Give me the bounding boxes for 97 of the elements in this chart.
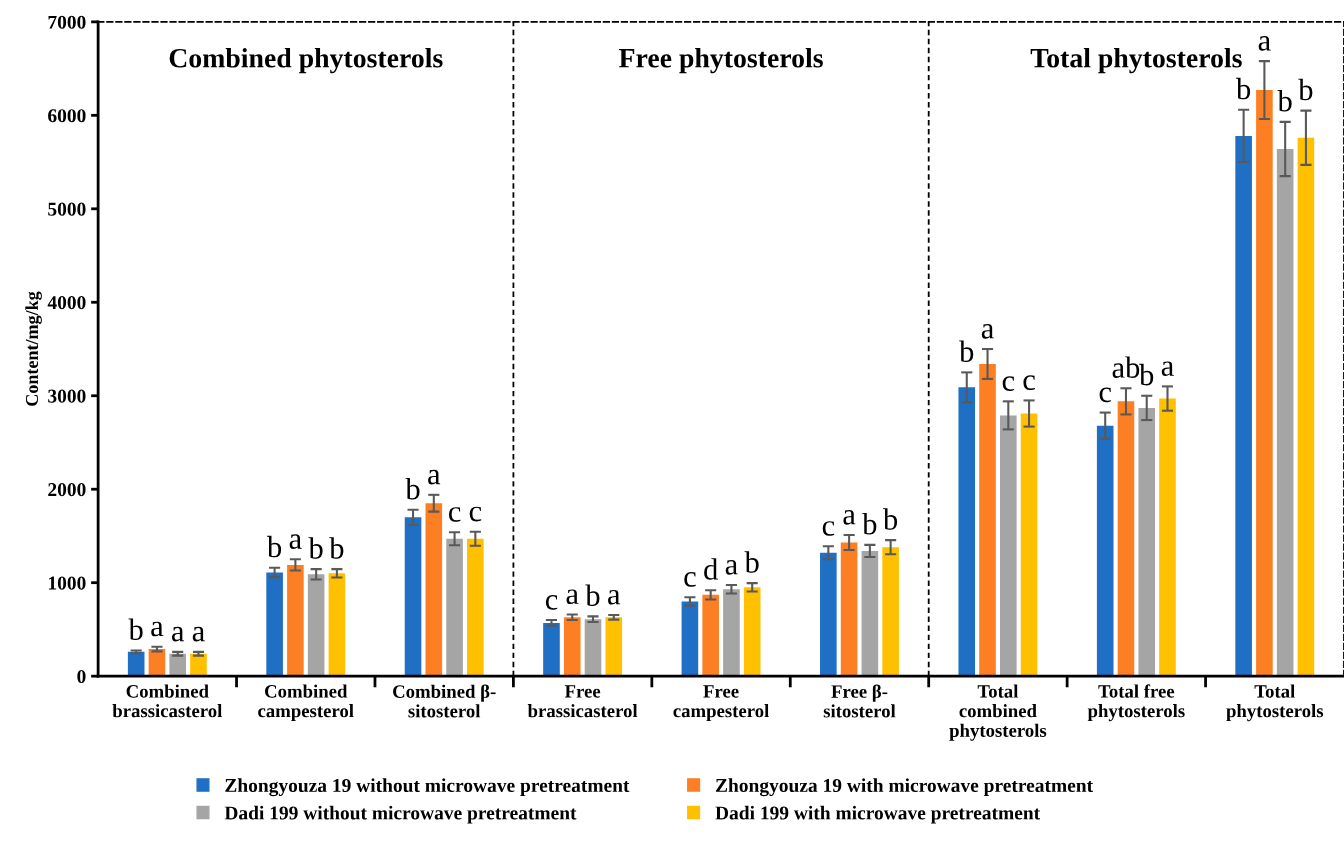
data-label: b <box>128 618 143 641</box>
bar <box>1096 425 1114 677</box>
data-label: a <box>151 621 164 637</box>
data-label: a <box>428 469 441 485</box>
data-label: c <box>1002 376 1015 391</box>
data-label: a <box>192 626 205 642</box>
x-tick-label: Total free phytosterols <box>1087 684 1185 722</box>
legend-label: Dadi 199 without microwave pretreatment <box>224 805 577 824</box>
legend-label: Zhongyouza 19 with microwave pretreatment <box>715 778 1094 797</box>
bar <box>979 363 996 677</box>
bar <box>328 573 346 677</box>
data-label: c <box>545 595 558 610</box>
bar <box>1297 137 1315 677</box>
y-tick-label: 1000 <box>48 576 86 590</box>
bar <box>681 601 699 677</box>
y-tick-label: 0 <box>77 669 86 684</box>
bar <box>1276 148 1294 677</box>
x-tick-label: Free β- sitosterol <box>823 684 896 718</box>
data-label: b <box>1298 78 1313 101</box>
bar <box>425 503 443 677</box>
x-tick-label: Total phytosterols <box>1226 684 1324 722</box>
bar <box>563 617 581 677</box>
y-tick-label: 6000 <box>48 109 86 123</box>
bar <box>169 653 187 677</box>
y-axis-title: Content/mg/kg <box>25 291 42 406</box>
data-label: c <box>1099 387 1112 403</box>
data-label: b <box>266 535 282 558</box>
data-label: b <box>1277 90 1292 112</box>
bar <box>467 538 484 677</box>
data-label: c <box>469 506 482 522</box>
bar <box>1117 401 1135 677</box>
y-tick-label: 5000 <box>48 202 86 216</box>
bar <box>1020 413 1038 677</box>
bar <box>287 564 304 677</box>
data-label: d <box>704 558 718 580</box>
x-tick-label: Free campesterol <box>673 685 769 722</box>
bar <box>605 617 623 677</box>
bar <box>1159 398 1176 677</box>
data-label: c <box>1023 375 1035 391</box>
data-label: b <box>585 584 600 606</box>
data-label: b <box>1236 77 1251 100</box>
bar <box>882 547 899 677</box>
bar <box>743 587 761 677</box>
y-tick-label: 2000 <box>48 483 86 497</box>
data-label: a <box>172 626 185 642</box>
data-label: a <box>289 534 302 549</box>
bar <box>307 574 325 677</box>
legend-label: Zhongyouza 19 without microwave pretreatment <box>225 778 630 797</box>
bar <box>958 387 976 677</box>
data-label: b <box>405 477 420 500</box>
bar <box>1235 135 1252 677</box>
annotation: Free phytosterols <box>619 48 823 74</box>
data-label: c <box>822 521 835 536</box>
data-label: a <box>566 589 579 605</box>
data-label: a <box>725 560 738 575</box>
data-label: c <box>448 507 461 522</box>
legend-label: Dadi 199 with microwave pretreatment <box>715 805 1041 824</box>
x-tick-label: Free brassicasterol <box>527 685 638 718</box>
bar <box>446 538 463 677</box>
bar <box>1138 407 1156 677</box>
x-tick-label: Combined campesterol <box>258 684 354 722</box>
data-label: a <box>608 589 621 605</box>
annotation: Total phytosterols <box>1030 48 1242 74</box>
y-tick-label: 3000 <box>48 389 86 403</box>
y-tick-label: 4000 <box>47 296 86 310</box>
data-label: a <box>1258 36 1271 51</box>
data-label: b <box>883 508 898 530</box>
bar <box>840 542 858 677</box>
data-label: ab <box>1112 356 1140 378</box>
bar <box>1256 90 1273 677</box>
bar <box>723 589 740 677</box>
bar <box>190 653 207 677</box>
data-label: b <box>744 551 759 573</box>
x-tick-label: Total combined phytosterols <box>949 684 1047 741</box>
data-label: a <box>981 324 994 339</box>
x-tick-label: Combined brassicasterol <box>112 684 223 718</box>
data-label: c <box>684 572 696 587</box>
x-tick-label: Combined β- sitosterol <box>393 684 496 718</box>
annotation: Combined phytosterols <box>169 48 443 74</box>
bar <box>702 594 719 677</box>
data-label: b <box>329 537 344 559</box>
bar <box>148 649 166 677</box>
bar <box>266 572 283 677</box>
data-label: b <box>308 537 323 559</box>
bar <box>543 622 560 677</box>
data-label: b <box>862 512 877 535</box>
bar <box>820 552 837 677</box>
data-label: b <box>959 340 974 363</box>
bar <box>584 619 602 677</box>
bar <box>404 517 422 677</box>
bar <box>861 550 879 677</box>
y-tick-label: 7000 <box>48 15 86 29</box>
data-label: a <box>1161 361 1174 377</box>
data-label: a <box>843 510 856 525</box>
data-label: b <box>1139 363 1154 386</box>
bar <box>127 651 145 677</box>
bar <box>1000 415 1017 677</box>
